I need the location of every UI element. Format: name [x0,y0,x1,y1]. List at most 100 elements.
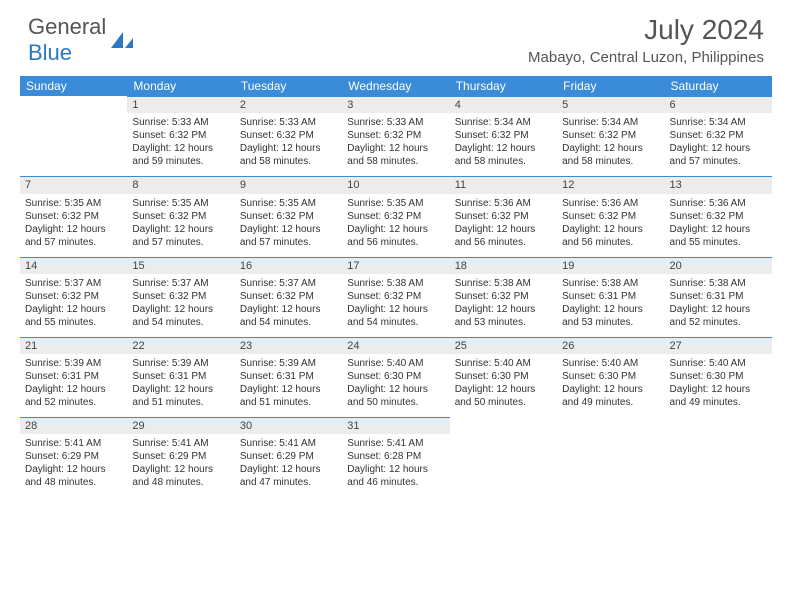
daylight-line: Daylight: 12 hours and 49 minutes. [670,383,767,409]
sunset-line: Sunset: 6:32 PM [455,210,552,223]
month-title: July 2024 [528,14,764,46]
day-body: Sunrise: 5:35 AMSunset: 6:32 PMDaylight:… [235,194,342,257]
sunset-line: Sunset: 6:32 PM [670,210,767,223]
sunset-line: Sunset: 6:31 PM [240,370,337,383]
weekday-header: Tuesday [235,76,342,96]
daylight-line: Daylight: 12 hours and 48 minutes. [25,463,122,489]
calendar-cell: 13Sunrise: 5:36 AMSunset: 6:32 PMDayligh… [665,176,772,256]
day-number: 7 [20,176,127,193]
daylight-line: Daylight: 12 hours and 57 minutes. [670,142,767,168]
sunset-line: Sunset: 6:30 PM [670,370,767,383]
calendar-cell: 11Sunrise: 5:36 AMSunset: 6:32 PMDayligh… [450,176,557,256]
day-body: Sunrise: 5:37 AMSunset: 6:32 PMDaylight:… [20,274,127,337]
sunset-line: Sunset: 6:32 PM [455,129,552,142]
day-number: 28 [20,417,127,434]
sunset-line: Sunset: 6:30 PM [562,370,659,383]
calendar-row: 14Sunrise: 5:37 AMSunset: 6:32 PMDayligh… [20,257,772,337]
calendar-cell: 5Sunrise: 5:34 AMSunset: 6:32 PMDaylight… [557,96,664,176]
daylight-line: Daylight: 12 hours and 58 minutes. [347,142,444,168]
day-number: 3 [342,96,449,113]
day-body: Sunrise: 5:40 AMSunset: 6:30 PMDaylight:… [342,354,449,417]
daylight-line: Daylight: 12 hours and 58 minutes. [240,142,337,168]
day-body: Sunrise: 5:37 AMSunset: 6:32 PMDaylight:… [127,274,234,337]
sunrise-line: Sunrise: 5:38 AM [562,277,659,290]
calendar-cell-empty [665,417,772,497]
day-body: Sunrise: 5:33 AMSunset: 6:32 PMDaylight:… [342,113,449,176]
day-number: 15 [127,257,234,274]
day-number: 23 [235,337,342,354]
calendar-cell: 4Sunrise: 5:34 AMSunset: 6:32 PMDaylight… [450,96,557,176]
sunrise-line: Sunrise: 5:36 AM [455,197,552,210]
day-number: 13 [665,176,772,193]
sunrise-line: Sunrise: 5:37 AM [240,277,337,290]
day-number: 17 [342,257,449,274]
logo-line1: General [28,14,106,39]
daylight-line: Daylight: 12 hours and 54 minutes. [347,303,444,329]
day-number: 6 [665,96,772,113]
header: General Blue July 2024 Mabayo, Central L… [0,0,792,70]
sunset-line: Sunset: 6:32 PM [132,129,229,142]
daylight-line: Daylight: 12 hours and 47 minutes. [240,463,337,489]
sunset-line: Sunset: 6:32 PM [347,210,444,223]
daylight-line: Daylight: 12 hours and 51 minutes. [132,383,229,409]
daylight-line: Daylight: 12 hours and 54 minutes. [240,303,337,329]
calendar-cell: 1Sunrise: 5:33 AMSunset: 6:32 PMDaylight… [127,96,234,176]
day-body: Sunrise: 5:34 AMSunset: 6:32 PMDaylight:… [665,113,772,176]
day-number: 2 [235,96,342,113]
daylight-line: Daylight: 12 hours and 57 minutes. [240,223,337,249]
day-number: 27 [665,337,772,354]
daylight-line: Daylight: 12 hours and 58 minutes. [562,142,659,168]
sunrise-line: Sunrise: 5:38 AM [455,277,552,290]
daylight-line: Daylight: 12 hours and 52 minutes. [25,383,122,409]
day-number: 22 [127,337,234,354]
calendar-cell: 10Sunrise: 5:35 AMSunset: 6:32 PMDayligh… [342,176,449,256]
sunset-line: Sunset: 6:30 PM [347,370,444,383]
day-number: 19 [557,257,664,274]
day-number: 20 [665,257,772,274]
sunrise-line: Sunrise: 5:39 AM [132,357,229,370]
day-number: 9 [235,176,342,193]
day-body: Sunrise: 5:35 AMSunset: 6:32 PMDaylight:… [20,194,127,257]
calendar-cell: 30Sunrise: 5:41 AMSunset: 6:29 PMDayligh… [235,417,342,497]
sunset-line: Sunset: 6:29 PM [25,450,122,463]
day-body: Sunrise: 5:39 AMSunset: 6:31 PMDaylight:… [20,354,127,417]
calendar-cell: 2Sunrise: 5:33 AMSunset: 6:32 PMDaylight… [235,96,342,176]
daylight-line: Daylight: 12 hours and 53 minutes. [562,303,659,329]
sunrise-line: Sunrise: 5:36 AM [562,197,659,210]
sunset-line: Sunset: 6:31 PM [562,290,659,303]
calendar-cell: 19 Sunrise: 5:38 AMSunset: 6:31 PMDayligh… [557,257,664,337]
daylight-line: Daylight: 12 hours and 55 minutes. [670,223,767,249]
sunrise-line: Sunrise: 5:37 AM [25,277,122,290]
calendar-cell: 20Sunrise: 5:38 AMSunset: 6:31 PMDayligh… [665,257,772,337]
sunset-line: Sunset: 6:32 PM [240,290,337,303]
day-body: Sunrise: 5:33 AMSunset: 6:32 PMDaylight:… [235,113,342,176]
sunset-line: Sunset: 6:32 PM [25,290,122,303]
calendar-cell: 24Sunrise: 5:40 AMSunset: 6:30 PMDayligh… [342,337,449,417]
day-body: Sunrise: 5:35 AMSunset: 6:32 PMDaylight:… [127,194,234,257]
sunrise-line: Sunrise: 5:38 AM [347,277,444,290]
calendar-cell: 17Sunrise: 5:38 AMSunset: 6:32 PMDayligh… [342,257,449,337]
day-body: Sunrise: 5:38 AMSunset: 6:31 PMDaylight:… [665,274,772,337]
day-body: Sunrise: 5:36 AMSunset: 6:32 PMDaylight:… [450,194,557,257]
sunset-line: Sunset: 6:28 PM [347,450,444,463]
day-number: 4 [450,96,557,113]
weekday-header: Sunday [20,76,127,96]
calendar-cell: 7Sunrise: 5:35 AMSunset: 6:32 PMDaylight… [20,176,127,256]
day-number: 24 [342,337,449,354]
day-body: Sunrise: 5:39 AMSunset: 6:31 PMDaylight:… [127,354,234,417]
daylight-line: Daylight: 12 hours and 57 minutes. [132,223,229,249]
sunset-line: Sunset: 6:31 PM [132,370,229,383]
daylight-line: Daylight: 12 hours and 49 minutes. [562,383,659,409]
sunset-line: Sunset: 6:32 PM [132,210,229,223]
daylight-line: Daylight: 12 hours and 50 minutes. [455,383,552,409]
sunset-line: Sunset: 6:31 PM [670,290,767,303]
day-number: 5 [557,96,664,113]
calendar-cell: 3Sunrise: 5:33 AMSunset: 6:32 PMDaylight… [342,96,449,176]
calendar-cell: 25Sunrise: 5:40 AMSunset: 6:30 PMDayligh… [450,337,557,417]
daylight-line: Daylight: 12 hours and 52 minutes. [670,303,767,329]
calendar-cell-empty [557,417,664,497]
day-body: Sunrise: 5:40 AMSunset: 6:30 PMDaylight:… [665,354,772,417]
weekday-header: Friday [557,76,664,96]
day-body: Sunrise: 5:33 AMSunset: 6:32 PMDaylight:… [127,113,234,176]
calendar-cell: 12Sunrise: 5:36 AMSunset: 6:32 PMDayligh… [557,176,664,256]
